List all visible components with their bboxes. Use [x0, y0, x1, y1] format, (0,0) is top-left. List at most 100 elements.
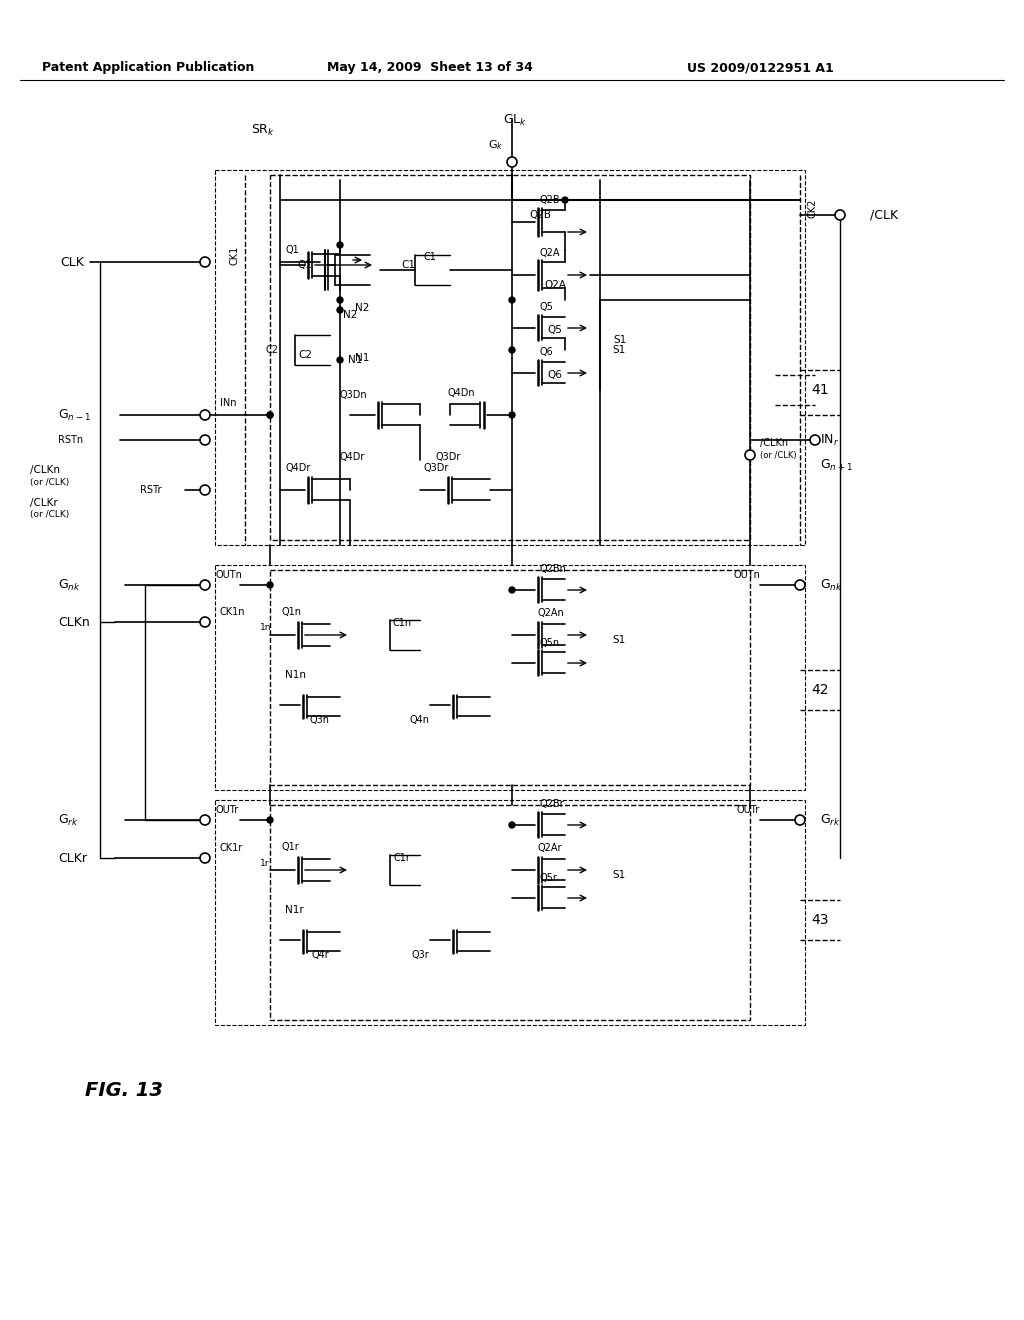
Text: GL$_k$: GL$_k$ — [503, 112, 527, 128]
Circle shape — [507, 157, 517, 168]
Text: Q3n: Q3n — [310, 715, 330, 725]
Text: OUTr: OUTr — [215, 805, 239, 814]
Circle shape — [810, 436, 820, 445]
Text: G$_k$: G$_k$ — [488, 139, 504, 152]
Text: 41: 41 — [811, 383, 828, 397]
Circle shape — [562, 197, 568, 203]
Text: N1: N1 — [355, 352, 370, 363]
Text: C2: C2 — [265, 345, 278, 355]
Text: Q3Dn: Q3Dn — [340, 389, 368, 400]
Text: CLKr: CLKr — [58, 851, 87, 865]
Text: 1r: 1r — [260, 858, 269, 867]
Text: Q2An: Q2An — [538, 609, 565, 618]
Text: CK1: CK1 — [230, 246, 240, 264]
Circle shape — [200, 853, 210, 863]
Circle shape — [267, 582, 273, 587]
Text: 42: 42 — [811, 682, 828, 697]
Text: INn: INn — [220, 399, 237, 408]
Circle shape — [200, 411, 210, 420]
Text: OUTn: OUTn — [733, 570, 760, 579]
Text: N2: N2 — [343, 310, 357, 319]
Text: /CLKr: /CLKr — [30, 498, 57, 508]
Text: Q5: Q5 — [548, 325, 562, 335]
Bar — [270, 805, 750, 1020]
Text: Q2A: Q2A — [540, 248, 560, 257]
Text: G$_{n+1}$: G$_{n+1}$ — [820, 458, 853, 473]
Text: (or /CLK): (or /CLK) — [30, 478, 70, 487]
Circle shape — [337, 242, 343, 248]
Text: N2: N2 — [355, 304, 370, 313]
Text: /CLKn: /CLKn — [760, 438, 788, 447]
Circle shape — [267, 412, 273, 418]
Text: (or /CLK): (or /CLK) — [30, 511, 70, 520]
Text: CK2: CK2 — [807, 198, 817, 218]
Text: S1: S1 — [613, 335, 627, 345]
Text: OUTn: OUTn — [215, 570, 242, 579]
Text: G$_{n-1}$: G$_{n-1}$ — [58, 408, 91, 422]
Text: N1: N1 — [348, 355, 362, 366]
Text: FIG. 13: FIG. 13 — [85, 1081, 163, 1100]
Text: CLK: CLK — [60, 256, 84, 268]
Text: (or /CLK): (or /CLK) — [760, 451, 797, 459]
Text: Q1r: Q1r — [282, 842, 300, 851]
Circle shape — [200, 436, 210, 445]
Text: Q1n: Q1n — [282, 607, 302, 616]
Text: N1n: N1n — [285, 671, 306, 680]
Bar — [270, 570, 750, 785]
Text: S1: S1 — [612, 635, 626, 645]
Text: S1: S1 — [612, 345, 626, 355]
Text: Patent Application Publication: Patent Application Publication — [42, 62, 254, 74]
Circle shape — [795, 814, 805, 825]
Text: US 2009/0122951 A1: US 2009/0122951 A1 — [687, 62, 834, 74]
Text: C1: C1 — [401, 260, 415, 271]
Text: Q2Br: Q2Br — [540, 799, 564, 809]
Text: G$_{rk}$: G$_{rk}$ — [820, 812, 841, 828]
Circle shape — [509, 347, 515, 352]
Bar — [270, 176, 750, 540]
Circle shape — [267, 412, 273, 418]
Text: Q5: Q5 — [540, 302, 554, 312]
Circle shape — [509, 297, 515, 304]
Circle shape — [509, 822, 515, 828]
Bar — [215, 800, 805, 1026]
Text: /CLKn: /CLKn — [30, 465, 60, 475]
Text: 43: 43 — [811, 913, 828, 927]
Bar — [215, 565, 805, 789]
Text: Q5n: Q5n — [540, 638, 560, 648]
Text: Q2B: Q2B — [529, 210, 551, 220]
Text: Q2Ar: Q2Ar — [538, 843, 562, 853]
Circle shape — [835, 210, 845, 220]
Text: Q6: Q6 — [548, 370, 562, 380]
Circle shape — [200, 814, 210, 825]
Text: Q3Dr: Q3Dr — [435, 451, 461, 462]
Text: G$_{nk}$: G$_{nk}$ — [58, 577, 81, 593]
Text: IN$_r$: IN$_r$ — [820, 433, 840, 447]
Text: Q4n: Q4n — [410, 715, 430, 725]
Text: Q3r: Q3r — [411, 950, 429, 960]
Text: OUTr: OUTr — [736, 805, 760, 814]
Circle shape — [509, 412, 515, 418]
Text: RSTn: RSTn — [58, 436, 83, 445]
Text: Q4r: Q4r — [311, 950, 329, 960]
Circle shape — [795, 579, 805, 590]
Text: Q3Dr: Q3Dr — [423, 463, 449, 473]
Circle shape — [200, 579, 210, 590]
Text: C1r: C1r — [393, 853, 411, 863]
Circle shape — [509, 587, 515, 593]
Text: Q2Bn: Q2Bn — [540, 564, 567, 574]
Text: G$_{rk}$: G$_{rk}$ — [58, 812, 79, 828]
Text: May 14, 2009  Sheet 13 of 34: May 14, 2009 Sheet 13 of 34 — [327, 62, 532, 74]
Text: CK1r: CK1r — [220, 843, 244, 853]
Text: Q1: Q1 — [298, 260, 312, 271]
Circle shape — [337, 308, 343, 313]
Text: CLKn: CLKn — [58, 615, 90, 628]
Text: Q4Dn: Q4Dn — [447, 388, 475, 399]
Text: S1: S1 — [612, 870, 626, 880]
Text: Q2A: Q2A — [544, 280, 566, 290]
Text: C1: C1 — [424, 252, 436, 261]
Circle shape — [337, 297, 343, 304]
Text: Q1: Q1 — [285, 246, 299, 255]
Bar — [215, 170, 805, 545]
Circle shape — [267, 817, 273, 822]
Text: Q5r: Q5r — [540, 873, 558, 883]
